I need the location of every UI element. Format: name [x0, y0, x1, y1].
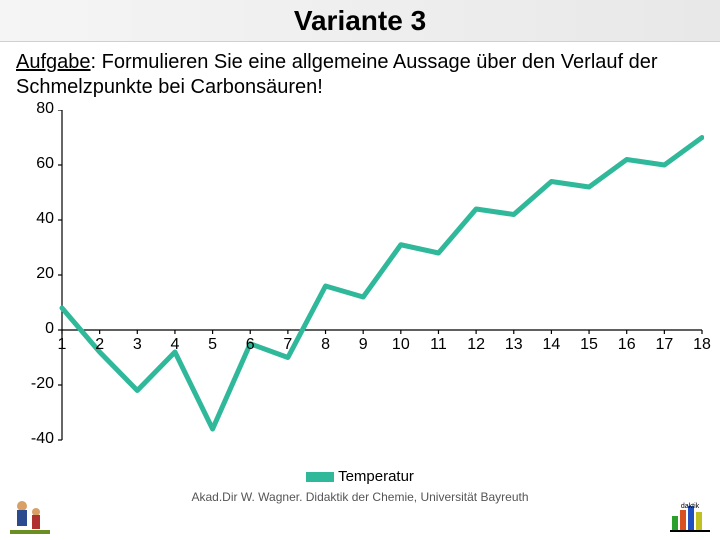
y-tick-label: 20 [24, 265, 54, 283]
temperature-line [62, 138, 702, 430]
task-body: : Formulieren Sie eine allgemeine Aussag… [16, 51, 658, 98]
task-text: Aufgabe: Formulieren Sie eine allgemeine… [0, 42, 720, 104]
x-tick-label: 1 [58, 336, 67, 354]
footer-credit: Akad.Dir W. Wagner. Didaktik der Chemie,… [0, 490, 720, 504]
x-tick-label: 5 [208, 336, 217, 354]
svg-text:daktik: daktik [681, 503, 700, 510]
x-tick-label: 15 [580, 336, 598, 354]
x-tick-label: 13 [505, 336, 523, 354]
x-tick-label: 14 [543, 336, 561, 354]
chart-legend: Temperatur [16, 468, 704, 485]
x-tick-label: 12 [467, 336, 485, 354]
x-tick-label: 6 [246, 336, 255, 354]
chart-svg [16, 110, 704, 490]
x-tick-label: 2 [95, 336, 104, 354]
x-tick-label: 9 [359, 336, 368, 354]
x-tick-label: 17 [655, 336, 673, 354]
y-tick-label: 80 [24, 100, 54, 118]
task-label: Aufgabe [16, 51, 91, 73]
melting-point-chart: -40-20020406080 123456789101112131415161… [16, 110, 704, 490]
didaktik-logo: daktik [670, 498, 710, 534]
x-tick-label: 4 [170, 336, 179, 354]
y-tick-label: -40 [24, 430, 54, 448]
y-tick-label: 40 [24, 210, 54, 228]
y-tick-label: 60 [24, 155, 54, 173]
x-tick-label: 11 [430, 336, 447, 354]
legend-label: Temperatur [338, 468, 414, 485]
legend-swatch [306, 472, 334, 482]
people-icon [10, 498, 50, 534]
x-tick-label: 10 [392, 336, 410, 354]
y-tick-label: -20 [24, 375, 54, 393]
x-tick-label: 7 [283, 336, 292, 354]
x-tick-label: 8 [321, 336, 330, 354]
page-title: Variante 3 [0, 0, 720, 42]
x-tick-label: 16 [618, 336, 636, 354]
x-tick-label: 3 [133, 336, 142, 354]
x-tick-label: 18 [693, 336, 711, 354]
y-tick-label: 0 [24, 320, 54, 338]
